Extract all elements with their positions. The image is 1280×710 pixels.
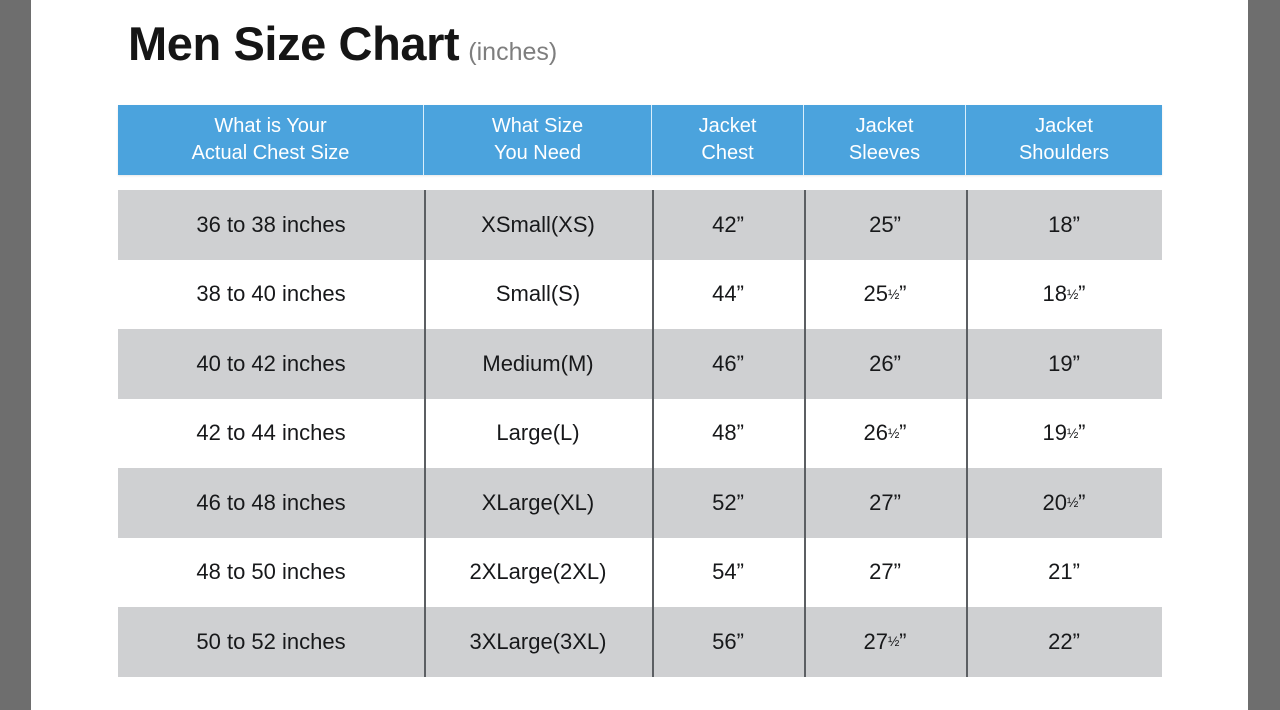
cell-jacket-sleeves: 27 ½” xyxy=(863,628,907,654)
table-body: 36 to 38 inches XSmall(XS) 42” 25” 18” 38 to … xyxy=(118,190,1162,677)
cell-actual-chest-size: 38 to 40 inches xyxy=(196,281,346,307)
cell-jacket-chest: 52” xyxy=(712,489,744,515)
cell-jacket-sleeves: 25 ½” xyxy=(863,281,907,307)
table-row: 50 to 52 inches 3XLarge(3XL) 56” 27 ½” 22” xyxy=(118,607,1162,677)
table-row: 36 to 38 inches XSmall(XS) 42” 25” 18” xyxy=(118,190,1162,260)
size-chart-page: Men Size Chart (inches) What is Your Act… xyxy=(31,0,1248,710)
table-row: 42 to 44 inches Large(L) 48” 26 ½” 19 ½” xyxy=(118,398,1162,468)
cell-jacket-shoulders: 22” xyxy=(1048,628,1080,654)
cell-jacket-chest: 54” xyxy=(712,559,744,585)
cell-jacket-sleeves: 27” xyxy=(869,489,901,515)
column-header-actual-chest-size: What is Your Actual Chest Size xyxy=(118,105,424,175)
column-header-line1: Jacket xyxy=(698,115,757,138)
table-header-row: What is Your Actual Chest Size What Size… xyxy=(118,105,1162,175)
cell-jacket-shoulders: 19” xyxy=(1048,350,1080,376)
cell-jacket-chest: 42” xyxy=(712,211,744,237)
column-header-line2: Shoulders xyxy=(1018,142,1110,164)
cell-jacket-sleeves: 26” xyxy=(869,350,901,376)
cell-size-you-need: Small(S) xyxy=(495,281,581,307)
cell-actual-chest-size: 50 to 52 inches xyxy=(196,628,346,654)
cell-actual-chest-size: 40 to 42 inches xyxy=(196,350,346,376)
half-fraction: ½ xyxy=(888,425,900,441)
column-header-line2: Actual Chest Size xyxy=(191,142,350,164)
table-row: 40 to 42 inches Medium(M) 46” 26” 19” xyxy=(118,329,1162,399)
table-row: 48 to 50 inches 2XLarge(2XL) 54” 27” 21” xyxy=(118,537,1162,607)
page-title-units: (inches) xyxy=(468,38,558,66)
column-header-jacket-sleeves: Jacket Sleeves xyxy=(804,105,966,175)
page-title-main: Men Size Chart xyxy=(128,17,460,70)
half-fraction: ½ xyxy=(888,634,900,650)
size-chart-table: What is Your Actual Chest Size What Size… xyxy=(118,105,1162,677)
half-fraction: ½ xyxy=(1067,286,1079,302)
column-header-line1: Jacket xyxy=(1035,115,1093,138)
cell-jacket-shoulders: 21” xyxy=(1048,559,1080,585)
cell-size-you-need: Large(L) xyxy=(496,420,580,446)
cell-size-you-need: XSmall(XS) xyxy=(481,211,595,237)
cell-actual-chest-size: 46 to 48 inches xyxy=(196,489,346,515)
column-header-jacket-shoulders: Jacket Shoulders xyxy=(966,105,1162,175)
column-header-line1: Jacket xyxy=(855,115,914,138)
cell-jacket-sleeves: 25” xyxy=(869,211,901,237)
cell-actual-chest-size: 42 to 44 inches xyxy=(196,420,346,446)
cell-jacket-chest: 48” xyxy=(712,420,744,446)
letterbox-band-left xyxy=(0,0,31,710)
half-fraction: ½ xyxy=(1067,495,1079,511)
cell-jacket-sleeves: 27” xyxy=(869,559,901,585)
cell-size-you-need: 2XLarge(2XL) xyxy=(469,559,607,585)
cell-jacket-shoulders: 19 ½” xyxy=(1042,420,1086,446)
page-title: Men Size Chart (inches) xyxy=(128,20,557,67)
column-header-line1: What Size xyxy=(491,115,584,138)
cell-actual-chest-size: 48 to 50 inches xyxy=(196,559,346,585)
column-header-line2: Chest xyxy=(701,142,754,164)
cell-size-you-need: Medium(M) xyxy=(482,350,594,376)
column-header-line1: What is Your xyxy=(214,115,327,138)
cell-jacket-chest: 46” xyxy=(712,350,744,376)
cell-jacket-sleeves: 26 ½” xyxy=(863,420,907,446)
cell-jacket-shoulders: 20 ½” xyxy=(1042,489,1086,515)
column-header-line2: Sleeves xyxy=(848,142,921,164)
cell-size-you-need: 3XLarge(3XL) xyxy=(469,628,607,654)
letterbox-band-right xyxy=(1248,0,1280,710)
column-header-jacket-chest: Jacket Chest xyxy=(652,105,804,175)
cell-jacket-chest: 56” xyxy=(712,628,744,654)
cell-size-you-need: XLarge(XL) xyxy=(481,489,595,515)
column-header-size-you-need: What Size You Need xyxy=(424,105,652,175)
half-fraction: ½ xyxy=(888,286,900,302)
cell-jacket-shoulders: 18” xyxy=(1048,211,1080,237)
column-header-line2: You Need xyxy=(493,142,582,164)
cell-jacket-shoulders: 18 ½” xyxy=(1042,281,1086,307)
cell-actual-chest-size: 36 to 38 inches xyxy=(196,211,346,237)
table-row: 46 to 48 inches XLarge(XL) 52” 27” 20 ½” xyxy=(118,468,1162,538)
table-row: 38 to 40 inches Small(S) 44” 25 ½” 18 ½” xyxy=(118,259,1162,329)
cell-jacket-chest: 44” xyxy=(712,281,744,307)
half-fraction: ½ xyxy=(1067,425,1079,441)
